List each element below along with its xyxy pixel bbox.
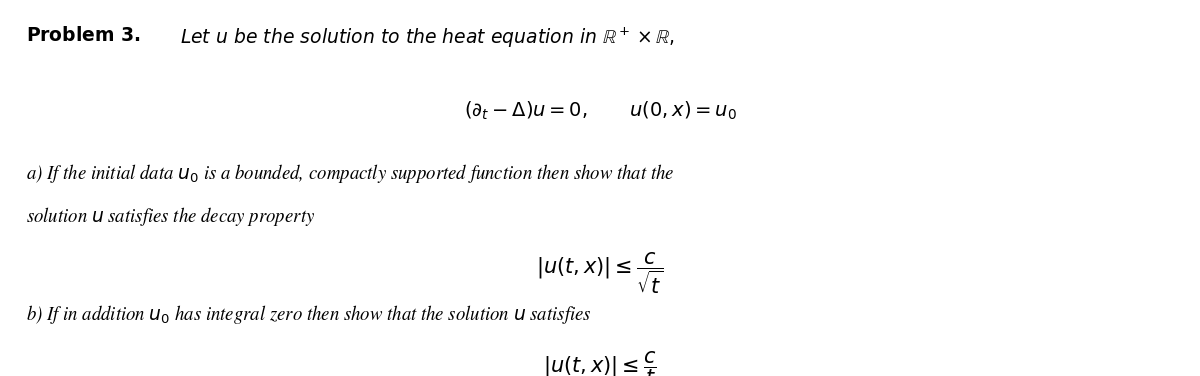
Text: a) If the initial data $u_0$ is a bounded, compactly supported function then sho: a) If the initial data $u_0$ is a bounde… (26, 162, 674, 185)
Text: $|u(t,x)| \leq \dfrac{c}{t}$: $|u(t,x)| \leq \dfrac{c}{t}$ (544, 350, 656, 376)
Text: $(\partial_t - \Delta)u = 0, \qquad u(0,x) = u_0$: $(\partial_t - \Delta)u = 0, \qquad u(0,… (463, 100, 737, 122)
Text: solution $u$ satisfies the decay property: solution $u$ satisfies the decay propert… (26, 205, 316, 228)
Text: $\mathit{Let\ u\ be\ the\ solution\ to\ the\ heat\ equation\ in\ }$$\mathbb{R}^+: $\mathit{Let\ u\ be\ the\ solution\ to\ … (180, 26, 674, 50)
Text: $\mathbf{Problem\ 3.}$: $\mathbf{Problem\ 3.}$ (26, 26, 140, 45)
Text: b) If in addition $u_0$ has integral zero then show that the solution $u$ satisf: b) If in addition $u_0$ has integral zer… (26, 303, 592, 326)
Text: $|u(t,x)| \leq \dfrac{c}{\sqrt{t}}$: $|u(t,x)| \leq \dfrac{c}{\sqrt{t}}$ (536, 250, 664, 296)
